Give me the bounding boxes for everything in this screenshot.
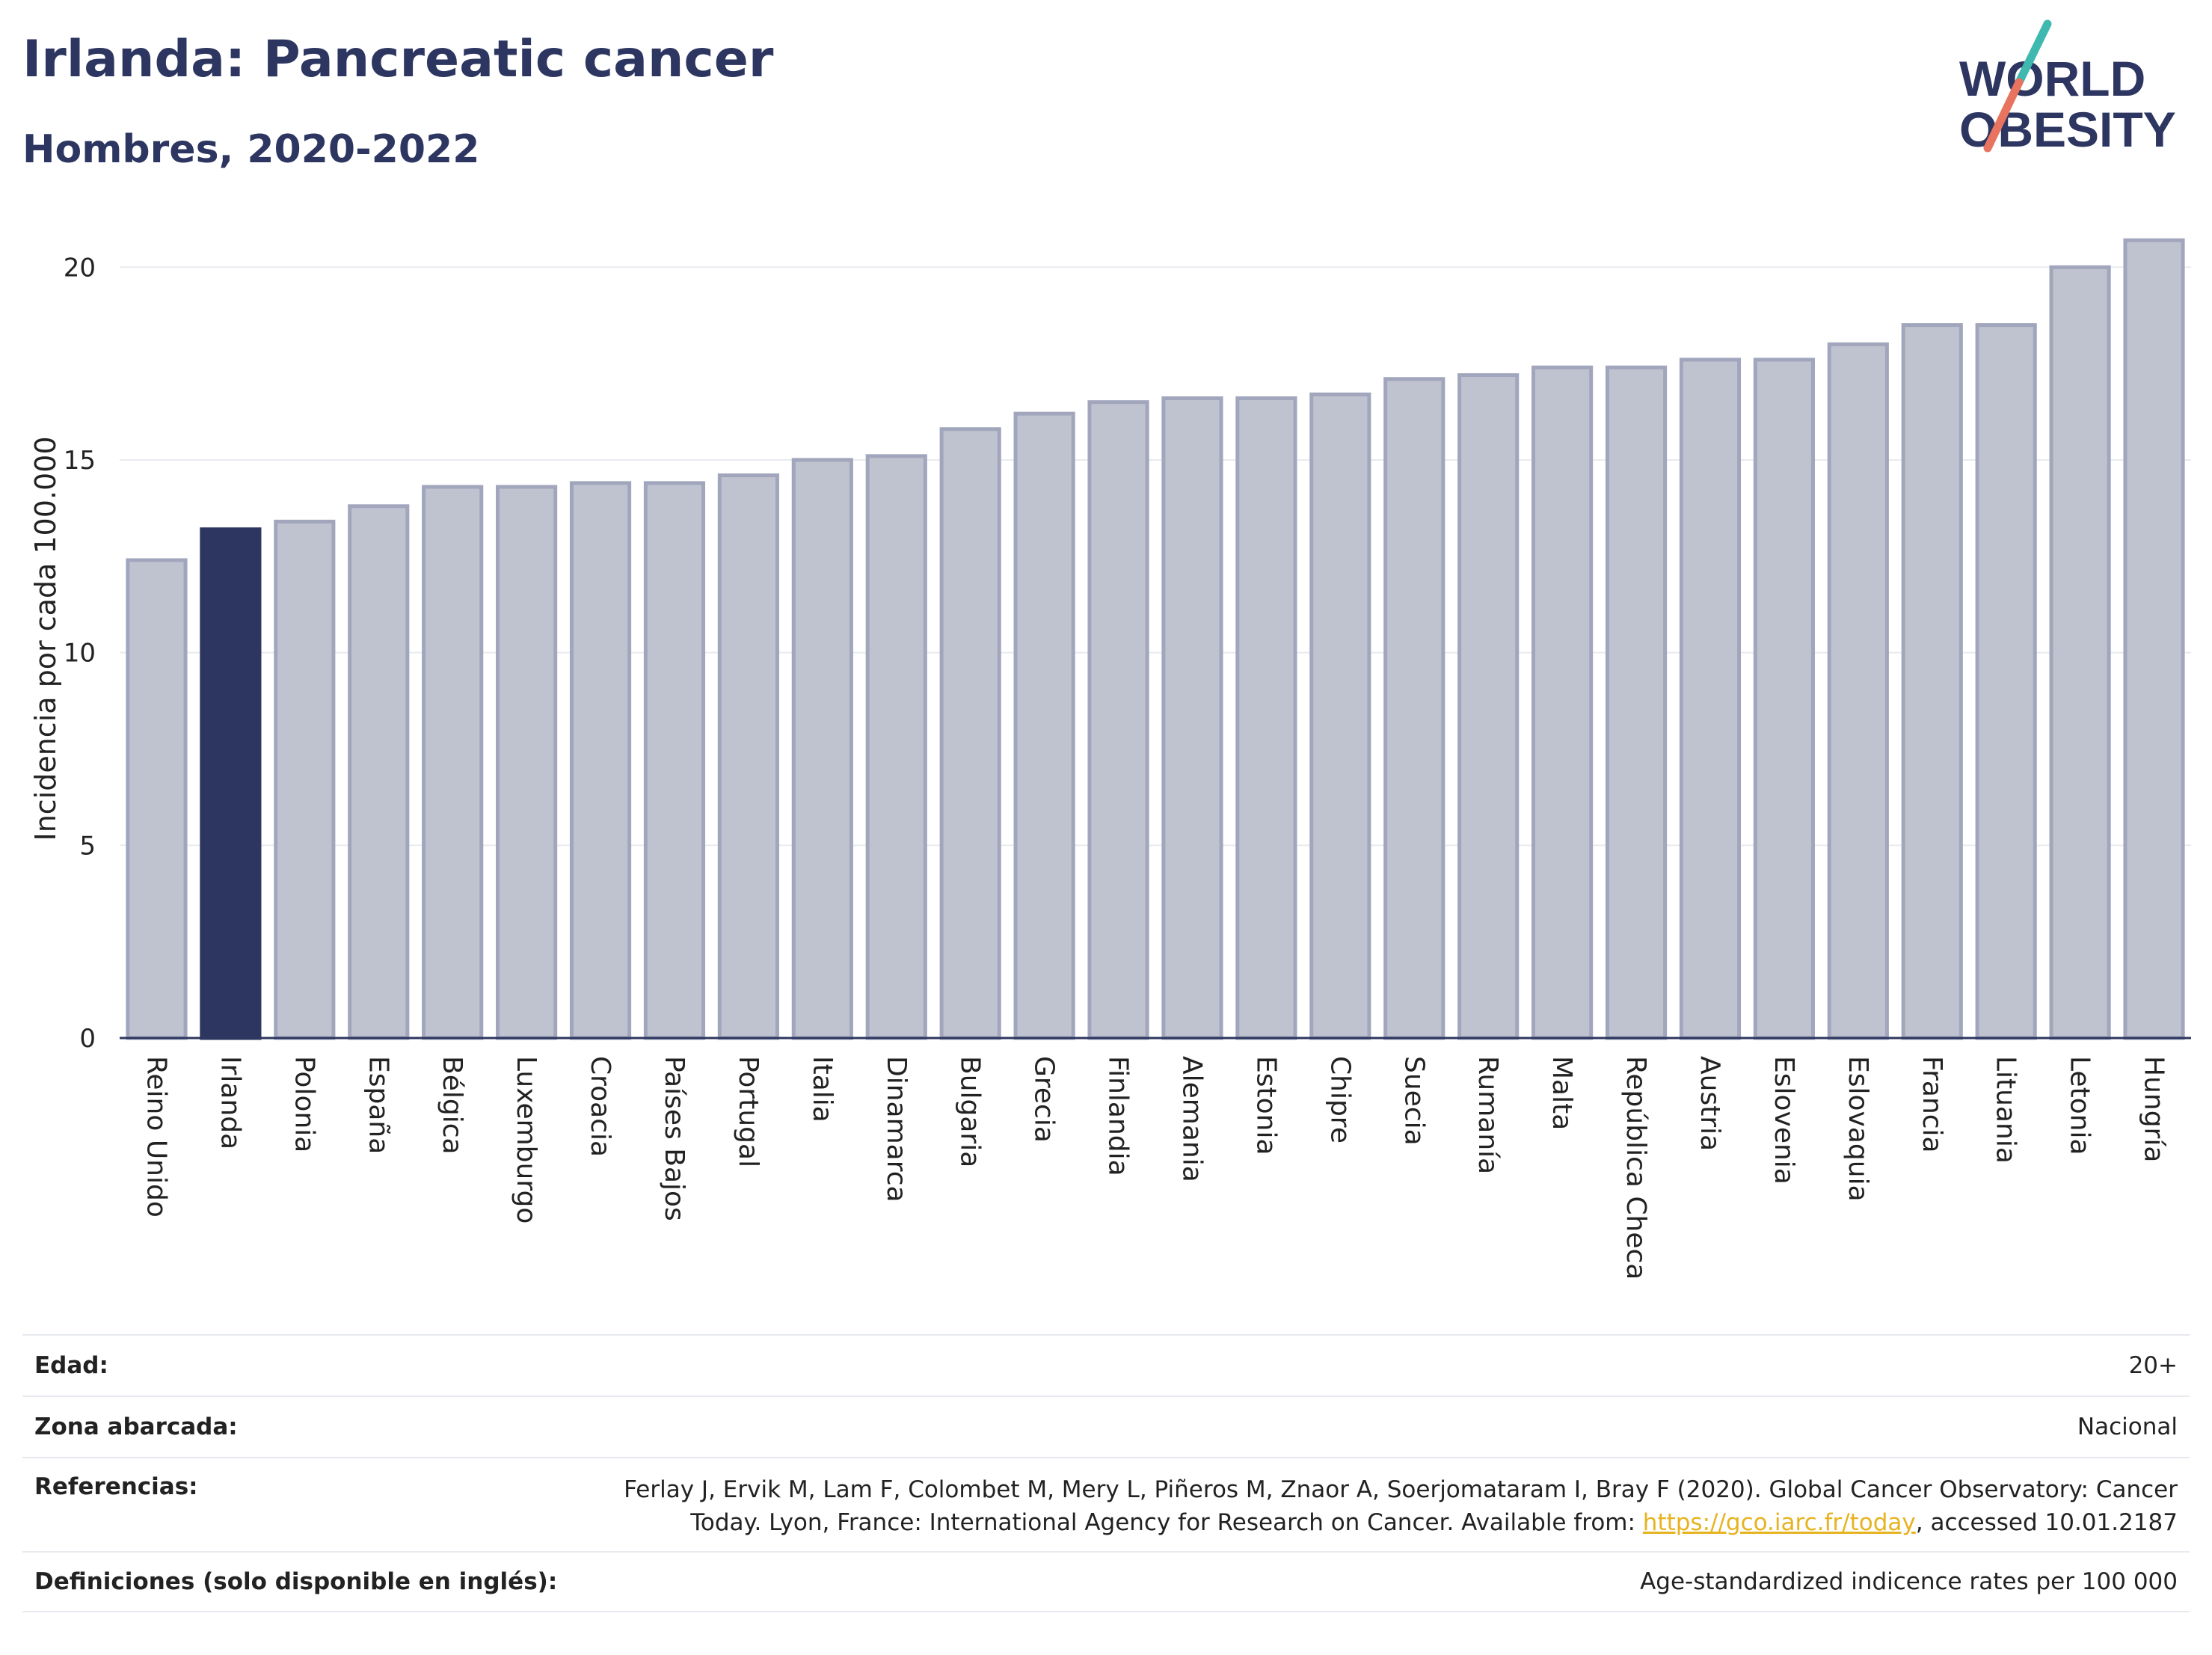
bar-polonia [274, 519, 336, 1040]
x-tick-label: Reino Unido [141, 1056, 171, 1218]
y-tick-label: 5 [79, 831, 96, 861]
x-tick-label: Bélgica [437, 1056, 467, 1155]
bar-hungría [2123, 238, 2185, 1040]
meta-def-value: Age-standardized indicence rates per 100… [1640, 1568, 2178, 1595]
bar-eslovenia [1753, 357, 1815, 1040]
meta-row-referencias: Referencias: Ferlay J, Ervik M, Lam F, C… [22, 1457, 2190, 1551]
x-tick-label: Lituania [1991, 1056, 2021, 1164]
x-tick-label: Estonia [1250, 1056, 1281, 1155]
y-tick-label: 20 [64, 253, 96, 283]
meta-row-definiciones: Definiciones (solo disponible en inglés)… [22, 1551, 2190, 1612]
bar-francia [1901, 323, 1963, 1040]
x-tick-label: República Checa [1620, 1056, 1651, 1280]
y-tick-label: 0 [79, 1024, 96, 1054]
meta-def-label: Definiciones (solo disponible en inglés)… [34, 1568, 558, 1595]
y-tick-label: 15 [64, 446, 96, 476]
x-tick-label: Grecia [1029, 1056, 1060, 1143]
x-tick-label: Rumanía [1472, 1056, 1503, 1174]
meta-row-edad: Edad: 20+ [22, 1334, 2190, 1395]
x-tick-label: Eslovenia [1769, 1056, 1799, 1185]
bar-eslovaquia [1827, 342, 1889, 1040]
chart-subtitle: Hombres, 2020-2022 [22, 127, 480, 172]
x-tick-label: Austria [1695, 1056, 1725, 1151]
x-tick-label: Polonia [289, 1056, 319, 1152]
bar-república-checa [1605, 365, 1668, 1040]
x-tick-label: Letonia [2065, 1056, 2095, 1155]
bar-bélgica [422, 485, 484, 1040]
x-tick-label: Suecia [1398, 1056, 1429, 1146]
bar-letonia [2049, 265, 2111, 1040]
x-tick-label: Croacia [585, 1056, 615, 1157]
bar-malta [1531, 365, 1594, 1040]
x-tick-labels: Reino Unido Irlanda Polonia España Bélgica Lu… [141, 1056, 2169, 1280]
x-tick-label: Chipre [1324, 1056, 1355, 1143]
y-tick-labels: 0 5 10 15 20 [64, 253, 96, 1054]
ref-line1: Ferlay J, Ervik M, Lam F, Colombet M, Me… [624, 1476, 2178, 1503]
bar-lituania [1975, 323, 2037, 1040]
ref-link[interactable]: https://gco.iarc.fr/today [1642, 1509, 1916, 1536]
world-obesity-logo: WORLD OBESITY [1959, 19, 2176, 157]
bar-rumanía [1457, 373, 1520, 1040]
bar-italia [791, 458, 853, 1040]
meta-zona-value: Nacional [2077, 1413, 2178, 1440]
chart-title: Irlanda: Pancreatic cancer [22, 30, 774, 89]
bar-chipre [1309, 392, 1371, 1040]
x-tick-label: Italia [807, 1056, 838, 1123]
x-tick-label: Portugal [733, 1056, 764, 1167]
x-tick-label: Alemania [1176, 1056, 1207, 1182]
meta-zona-label: Zona abarcada: [34, 1413, 238, 1440]
meta-edad-value: 20+ [2128, 1352, 2178, 1379]
y-tick-label: 10 [64, 639, 96, 669]
ref-line2-post: , accessed 10.01.2187 [1915, 1509, 2178, 1536]
bar-bulgaria [939, 427, 1001, 1040]
x-tick-label: España [363, 1056, 393, 1154]
x-tick-label: Países Bajos [659, 1056, 689, 1221]
bar-austria [1679, 357, 1742, 1040]
bar-españa [348, 504, 410, 1040]
x-tick-label: Eslovaquia [1843, 1056, 1873, 1202]
x-tick-label: Finlandia [1103, 1056, 1134, 1176]
bar-irlanda [200, 527, 262, 1040]
bar-portugal [717, 473, 779, 1040]
x-tick-label: Bulgaria [955, 1056, 986, 1167]
bar-suecia [1383, 377, 1446, 1040]
meta-row-zona: Zona abarcada: Nacional [22, 1395, 2190, 1457]
x-tick-label: Dinamarca [881, 1056, 912, 1203]
logo-slash-red [1983, 78, 2024, 153]
bar-grecia [1013, 411, 1075, 1040]
bar-estonia [1235, 396, 1297, 1040]
x-tick-label: Luxemburgo [511, 1056, 541, 1223]
bar-luxemburgo [496, 485, 558, 1040]
bar-finlandia [1087, 400, 1149, 1040]
bar-dinamarca [865, 454, 927, 1040]
bar-croacia [569, 481, 632, 1040]
metadata-table: Edad: 20+ Zona abarcada: Nacional Refere… [22, 1334, 2190, 1612]
x-tick-label: Malta [1546, 1056, 1577, 1130]
x-tick-label: Hungría [2139, 1056, 2169, 1162]
bar-alemania [1161, 396, 1223, 1040]
x-tick-label: Irlanda [215, 1056, 245, 1149]
ref-line2-pre: Today. Lyon, France: International Agenc… [690, 1509, 1643, 1536]
meta-ref-label: Referencias: [34, 1473, 198, 1500]
logo-line1: WORLD [1959, 51, 2145, 106]
meta-ref-value: Ferlay J, Ervik M, Lam F, Colombet M, Me… [624, 1473, 2178, 1539]
bar-chart: 0 5 10 15 20 Reino Unido Irlanda Polonia España… [29, 238, 2191, 1280]
logo-slash-teal [2015, 19, 2052, 87]
bars [126, 238, 2185, 1040]
bar-países-bajos [643, 481, 706, 1040]
x-tick-label: Francia [1917, 1056, 1947, 1153]
bar-reino-unido [126, 558, 188, 1040]
meta-edad-label: Edad: [34, 1352, 108, 1379]
y-axis-label: Incidencia por cada 100.000 [29, 436, 62, 841]
